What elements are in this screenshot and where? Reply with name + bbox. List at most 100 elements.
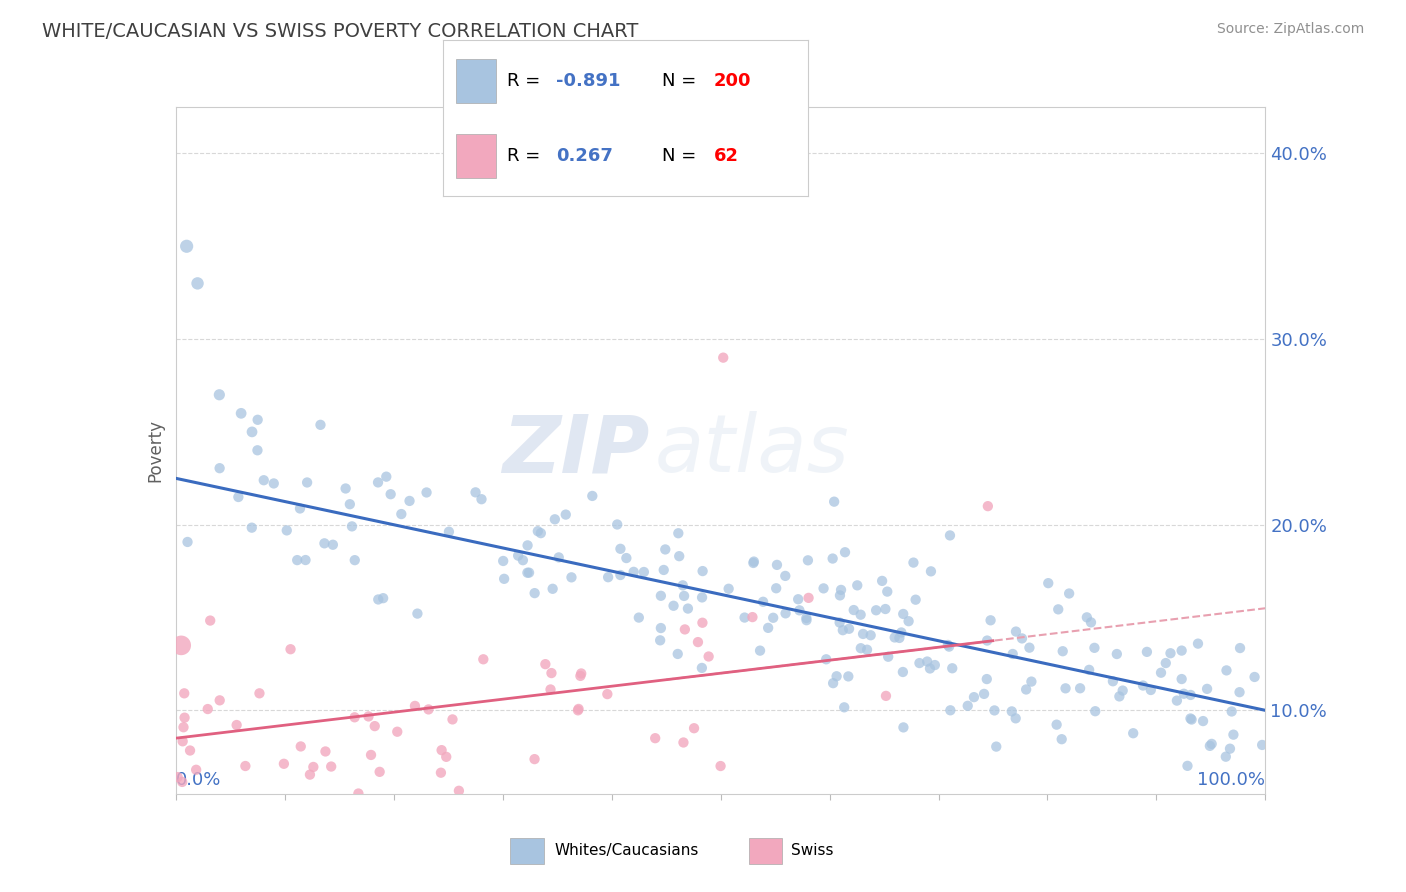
Point xyxy=(437,524,460,539)
Point xyxy=(920,565,942,579)
Point xyxy=(756,621,779,635)
Point xyxy=(472,652,495,666)
Point xyxy=(825,669,848,683)
Text: 200: 200 xyxy=(713,71,751,90)
Point xyxy=(1219,741,1241,756)
Point xyxy=(1192,714,1215,728)
Point xyxy=(650,589,672,603)
Point xyxy=(430,743,453,757)
Point xyxy=(904,592,927,607)
Point xyxy=(823,494,845,508)
Point xyxy=(567,702,589,716)
Point xyxy=(1122,726,1144,740)
Point xyxy=(692,564,714,578)
Point xyxy=(666,647,689,661)
Point xyxy=(697,649,720,664)
Point xyxy=(1057,586,1080,600)
Point xyxy=(523,752,546,766)
Point xyxy=(980,613,1002,627)
Point xyxy=(849,641,872,656)
Point xyxy=(322,538,344,552)
Point xyxy=(655,814,678,829)
Point xyxy=(939,703,962,717)
Point xyxy=(415,485,437,500)
Point xyxy=(516,538,538,552)
Text: WHITE/CAUCASIAN VS SWISS POVERTY CORRELATION CHART: WHITE/CAUCASIAN VS SWISS POVERTY CORRELA… xyxy=(42,22,638,41)
Point xyxy=(623,565,645,579)
Point xyxy=(633,565,655,579)
Point xyxy=(889,631,911,645)
Point xyxy=(1180,713,1202,727)
Point xyxy=(1015,682,1038,697)
Point xyxy=(367,592,389,607)
Point xyxy=(1080,615,1102,630)
Point xyxy=(1197,681,1219,696)
Point xyxy=(672,578,695,592)
Point xyxy=(249,686,271,700)
Point xyxy=(1038,576,1060,591)
Point xyxy=(492,554,515,568)
Point xyxy=(567,703,589,717)
Point xyxy=(710,759,733,773)
Point xyxy=(1083,640,1105,655)
Point xyxy=(208,388,231,402)
Point xyxy=(508,549,530,563)
Point xyxy=(166,770,188,784)
Point xyxy=(240,425,263,439)
Point xyxy=(956,698,979,713)
Point xyxy=(1047,602,1070,616)
Point xyxy=(893,720,915,734)
Point xyxy=(797,553,820,567)
Point xyxy=(517,566,540,580)
Point xyxy=(404,698,426,713)
Point xyxy=(830,582,852,597)
Point xyxy=(838,622,860,636)
Text: Source: ZipAtlas.com: Source: ZipAtlas.com xyxy=(1216,22,1364,37)
Point xyxy=(398,494,420,508)
Point xyxy=(340,519,363,533)
Point xyxy=(1220,705,1243,719)
Point xyxy=(977,499,1000,513)
Point xyxy=(246,443,269,458)
Point xyxy=(616,551,638,566)
Point xyxy=(276,524,298,538)
Point xyxy=(775,607,797,621)
Point xyxy=(766,558,789,572)
Point xyxy=(225,718,247,732)
Point xyxy=(915,655,938,669)
Point xyxy=(314,536,336,550)
Point xyxy=(627,610,650,624)
Point xyxy=(828,588,851,602)
Point xyxy=(983,703,1005,717)
Point xyxy=(918,661,941,675)
Point xyxy=(173,720,195,734)
Point xyxy=(1150,665,1173,680)
Text: N =: N = xyxy=(662,71,702,90)
Point xyxy=(530,526,553,541)
Point xyxy=(870,574,893,588)
Point xyxy=(1046,717,1069,731)
Text: 0.267: 0.267 xyxy=(557,146,613,165)
Point xyxy=(173,686,195,700)
Point xyxy=(897,614,920,628)
Point xyxy=(581,489,603,503)
Point xyxy=(837,669,859,683)
Point xyxy=(527,524,550,539)
Point xyxy=(1170,672,1192,686)
Point xyxy=(686,635,709,649)
Point xyxy=(290,739,312,754)
Text: R =: R = xyxy=(506,71,546,90)
Point xyxy=(775,569,797,583)
Point xyxy=(666,526,689,541)
Point xyxy=(762,611,785,625)
Point xyxy=(1111,683,1133,698)
Point xyxy=(253,473,276,487)
Point xyxy=(1229,641,1251,656)
Point xyxy=(831,623,853,637)
Point xyxy=(1136,645,1159,659)
Point xyxy=(690,591,713,605)
Point xyxy=(1166,693,1188,707)
Point xyxy=(464,485,486,500)
Point xyxy=(335,482,357,496)
Point xyxy=(544,512,567,526)
